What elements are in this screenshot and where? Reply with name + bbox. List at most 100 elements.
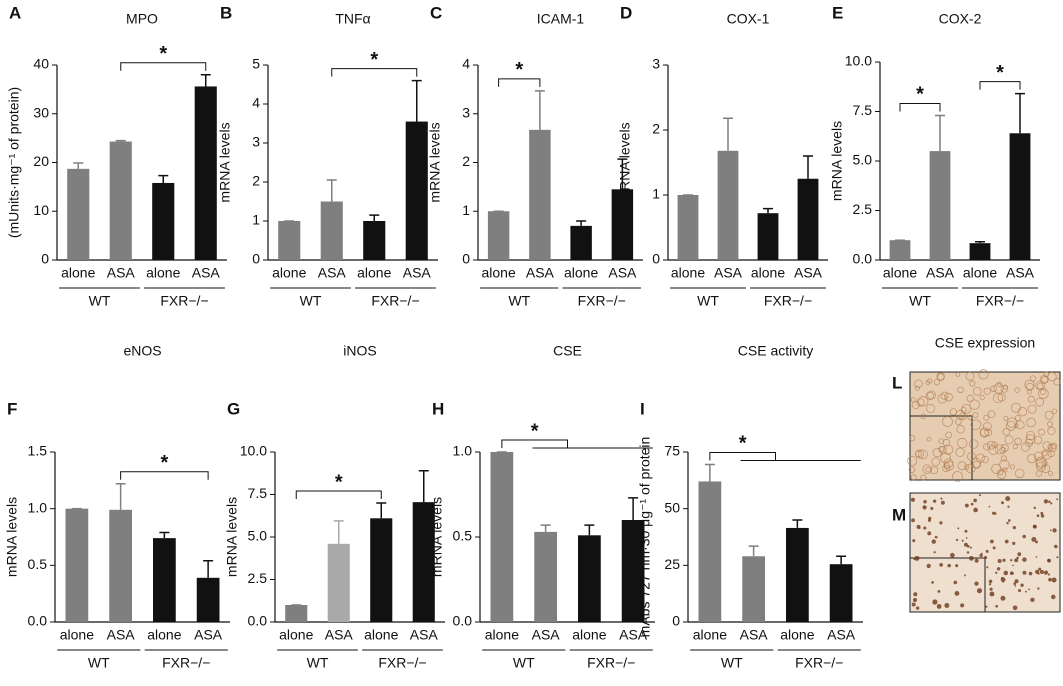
cell bbox=[1025, 430, 1036, 441]
x-tick-label: alone bbox=[61, 265, 95, 281]
group-label: WT bbox=[721, 655, 743, 671]
stain bbox=[1040, 511, 1044, 515]
cell bbox=[997, 393, 1006, 402]
cell bbox=[972, 412, 979, 419]
stain bbox=[954, 591, 960, 596]
cell bbox=[996, 469, 1007, 480]
stain bbox=[973, 507, 978, 513]
stain bbox=[985, 549, 989, 553]
error-bar bbox=[576, 220, 587, 226]
y-tick-label: 25 bbox=[664, 556, 680, 572]
stain bbox=[1020, 583, 1024, 587]
stain bbox=[915, 606, 920, 610]
bar bbox=[757, 213, 779, 260]
bar bbox=[929, 151, 951, 260]
cell bbox=[1025, 382, 1034, 391]
cell bbox=[952, 471, 963, 482]
significance-bracket bbox=[498, 78, 541, 87]
stain bbox=[989, 591, 995, 597]
group-label: FXR−/− bbox=[795, 655, 843, 671]
stain bbox=[961, 539, 964, 542]
bar bbox=[786, 527, 809, 622]
cell bbox=[970, 419, 982, 430]
cell bbox=[1038, 388, 1049, 399]
cell bbox=[1027, 395, 1035, 403]
stain bbox=[1037, 587, 1040, 590]
y-tick-label: 0 bbox=[462, 251, 470, 267]
cell bbox=[1043, 371, 1050, 377]
y-tick-label: 1 bbox=[252, 212, 260, 228]
error-bar bbox=[723, 117, 733, 151]
stain bbox=[1036, 514, 1040, 518]
x-tick-label: alone bbox=[693, 627, 727, 643]
cell bbox=[955, 372, 961, 377]
stain bbox=[923, 505, 925, 508]
y-tick-label: 7.5 bbox=[853, 102, 873, 118]
stain bbox=[930, 506, 934, 510]
bar bbox=[717, 150, 739, 260]
stain bbox=[1038, 567, 1042, 571]
stain bbox=[911, 602, 916, 607]
stain bbox=[1033, 506, 1036, 510]
stain bbox=[957, 527, 960, 530]
bar bbox=[405, 121, 428, 260]
stain bbox=[916, 524, 921, 529]
cell bbox=[1010, 402, 1021, 413]
significance-bracket bbox=[295, 490, 382, 499]
stain bbox=[988, 579, 993, 584]
stain bbox=[988, 583, 992, 586]
stain bbox=[969, 555, 974, 561]
cell bbox=[1044, 410, 1054, 420]
significance-bracket bbox=[979, 81, 1021, 90]
bar bbox=[278, 221, 301, 260]
x-tick-label: alone bbox=[751, 265, 785, 281]
stain bbox=[912, 597, 918, 603]
cell bbox=[969, 399, 980, 410]
cell bbox=[1026, 389, 1032, 395]
stain bbox=[932, 499, 937, 503]
stain bbox=[923, 500, 927, 504]
group-label: FXR−/− bbox=[371, 293, 419, 309]
group-label: FXR−/− bbox=[378, 655, 426, 671]
stain bbox=[1035, 556, 1038, 558]
group-label: WT bbox=[909, 293, 931, 309]
stain bbox=[932, 599, 938, 605]
y-tick-label: 4 bbox=[462, 56, 470, 72]
stain bbox=[955, 538, 959, 542]
cell bbox=[1002, 384, 1008, 390]
bar bbox=[797, 178, 819, 260]
stain bbox=[1047, 558, 1051, 563]
bar bbox=[487, 211, 510, 260]
group-label: FXR−/− bbox=[764, 293, 812, 309]
stain bbox=[940, 500, 945, 505]
y-tick-label: 1.5 bbox=[28, 443, 48, 459]
bar bbox=[534, 531, 557, 622]
cell bbox=[1051, 408, 1058, 414]
cell bbox=[1040, 388, 1047, 396]
cell bbox=[926, 403, 936, 413]
stain bbox=[995, 604, 998, 608]
stain bbox=[928, 519, 931, 522]
group-label: FXR−/− bbox=[160, 293, 208, 309]
error-bar bbox=[540, 524, 551, 532]
stain bbox=[911, 518, 915, 523]
y-tick-label: 40 bbox=[33, 56, 49, 72]
group-label: WT bbox=[508, 293, 530, 309]
error-bar bbox=[73, 162, 84, 169]
stain bbox=[960, 603, 965, 608]
y-tick-label: 10 bbox=[33, 202, 49, 218]
cell bbox=[1002, 427, 1011, 436]
cell bbox=[1027, 404, 1037, 414]
cell bbox=[999, 447, 1007, 454]
error-bar bbox=[411, 79, 422, 122]
x-tick-label: alone bbox=[60, 627, 94, 643]
cell bbox=[968, 439, 979, 449]
cell bbox=[1009, 464, 1015, 470]
x-tick-label: ASA bbox=[403, 265, 432, 281]
bar bbox=[969, 243, 991, 260]
cell bbox=[907, 455, 918, 466]
bar bbox=[621, 520, 645, 622]
bar bbox=[829, 564, 853, 622]
y-axis-label: mAbs 727 nm·30 μg⁻¹ of protein bbox=[637, 437, 653, 638]
